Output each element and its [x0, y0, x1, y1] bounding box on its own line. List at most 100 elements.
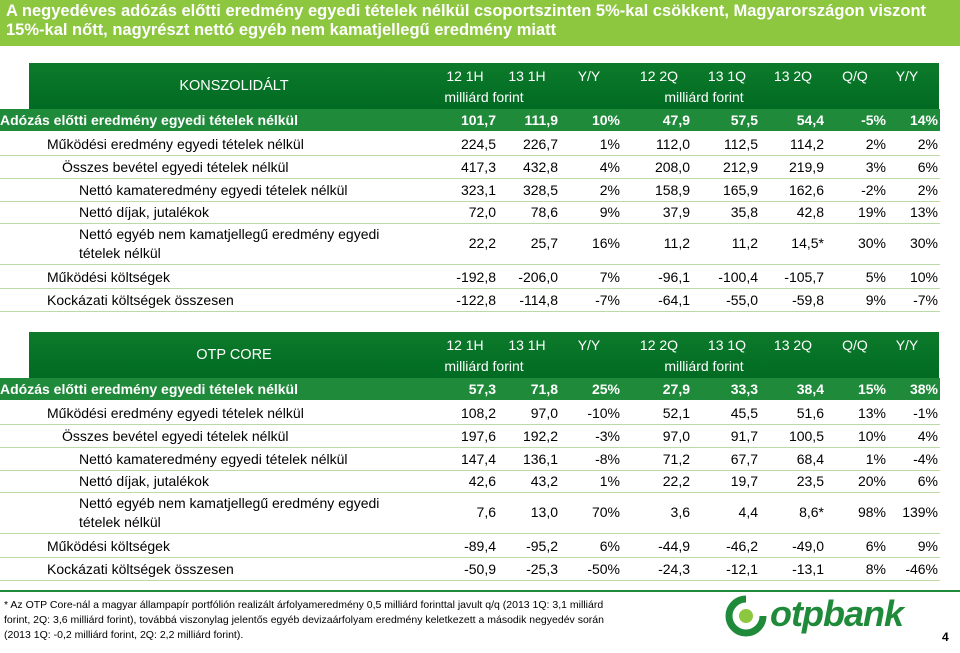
row-value: 47,9 — [662, 112, 690, 128]
row-value: 1% — [599, 136, 620, 152]
table-row: Nettó egyéb nem kamatjellegű eredmény eg… — [0, 493, 940, 533]
row-value: 71,8 — [530, 381, 558, 397]
row-divider — [0, 201, 940, 202]
row-value: 23,5 — [796, 473, 824, 489]
row-label: Kockázati költségek összesen — [47, 561, 234, 577]
row-value: 7% — [599, 269, 620, 285]
row-value: -192,8 — [456, 269, 496, 285]
row-divider — [0, 424, 940, 425]
row-value: 11,2 — [731, 235, 758, 251]
row-divider — [0, 492, 940, 493]
column-header: Y/Y — [895, 337, 919, 353]
row-value: 71,2 — [662, 451, 690, 467]
row-value: -95,2 — [526, 538, 558, 554]
table-row: Nettó díjak, jutalékok 42,6 43,2 1% 22,2 19,7… — [0, 470, 940, 492]
column-header: Y/Y — [895, 68, 919, 84]
row-value: 6% — [917, 159, 938, 175]
row-value: 13% — [909, 204, 938, 220]
column-header: 13 1H — [508, 337, 546, 353]
row-value: 52,1 — [662, 405, 690, 421]
row-value: -49,0 — [792, 538, 824, 554]
unit-label: milliárd forint — [664, 89, 744, 105]
table-row: Működési eredmény egyedi tételek nélkül 1… — [0, 402, 940, 424]
row-value: 4% — [917, 428, 938, 444]
logo-text: otpbank — [770, 593, 904, 634]
row-value: 9% — [865, 292, 886, 308]
row-value: 10% — [591, 112, 620, 128]
row-value: 8% — [865, 561, 886, 577]
row-value: 328,5 — [522, 182, 558, 198]
column-header: 13 1H — [508, 68, 546, 84]
row-value: 78,6 — [530, 204, 558, 220]
row-value: -10% — [587, 405, 620, 421]
row-label: Adózás előtti eredmény egyedi tételek né… — [0, 381, 298, 397]
row-value: -89,4 — [464, 538, 496, 554]
row-label: Nettó kamateredmény egyedi tételek nélkü… — [79, 451, 348, 467]
row-value: 208,0 — [654, 159, 690, 175]
row-value: 54,4 — [796, 112, 824, 128]
footer-divider — [0, 590, 960, 592]
row-value: -46% — [905, 561, 938, 577]
row-value: 30% — [857, 235, 886, 251]
row-value: -7% — [595, 292, 620, 308]
row-value: 27,9 — [662, 381, 690, 397]
row-value: 22,2 — [468, 235, 496, 251]
row-value: -105,7 — [784, 269, 824, 285]
row-value: 42,6 — [468, 473, 496, 489]
row-value: -59,8 — [792, 292, 824, 308]
row-value: 158,9 — [654, 182, 690, 198]
row-value: 57,3 — [468, 381, 496, 397]
row-label: Kockázati költségek összesen — [47, 292, 234, 308]
row-value: 101,7 — [460, 112, 496, 128]
row-value: 197,6 — [460, 428, 496, 444]
row-value: 14,5* — [791, 235, 824, 251]
column-header: Q/Q — [842, 337, 868, 353]
unit-label: milliárd forint — [444, 358, 524, 374]
row-value: 97,0 — [662, 428, 690, 444]
row-divider — [0, 155, 940, 156]
row-value: 38,4 — [796, 381, 824, 397]
row-value: 57,5 — [730, 112, 758, 128]
row-value: 10% — [857, 428, 886, 444]
column-header: 12 1H — [446, 68, 484, 84]
row-value: -206,0 — [518, 269, 558, 285]
row-value: -100,4 — [718, 269, 758, 285]
row-value: 100,5 — [788, 428, 824, 444]
row-divider — [0, 311, 940, 312]
column-header: 12 1H — [446, 337, 484, 353]
row-value: -12,1 — [726, 561, 758, 577]
row-value: 6% — [865, 538, 886, 554]
table-title: OTP CORE — [196, 347, 272, 363]
row-value: -122,8 — [456, 292, 496, 308]
unit-label: milliárd forint — [444, 89, 524, 105]
row-value: 147,4 — [460, 451, 496, 467]
row-value: 68,4 — [796, 451, 824, 467]
row-divider — [0, 580, 940, 581]
table-row: Adózás előtti eredmény egyedi tételek né… — [0, 109, 940, 131]
row-value: -13,1 — [792, 561, 824, 577]
row-value: 192,2 — [522, 428, 558, 444]
row-value: 212,9 — [722, 159, 758, 175]
row-value: 70% — [591, 504, 620, 520]
row-value: -50,9 — [464, 561, 496, 577]
row-value: 2% — [599, 182, 620, 198]
row-divider — [0, 264, 940, 265]
row-value: -1% — [913, 405, 938, 421]
table-row: Nettó kamateredmény egyedi tételek nélkü… — [0, 448, 940, 470]
row-label: Nettó egyéb nem kamatjellegű eredmény eg… — [79, 226, 380, 261]
footnote: * Az OTP Core-nál a magyar állampapír po… — [4, 599, 604, 641]
row-value: 43,2 — [530, 473, 558, 489]
row-value: 7,6 — [476, 504, 496, 520]
column-header: 13 2Q — [773, 337, 813, 353]
row-value: 224,5 — [460, 136, 496, 152]
table-row: Működési költségek -192,8 -206,0 7% -96,1 -10… — [0, 266, 940, 288]
row-value: 72,0 — [468, 204, 496, 220]
row-value: 10% — [909, 269, 938, 285]
row-value: 2% — [917, 182, 938, 198]
row-value: 219,9 — [788, 159, 824, 175]
row-value: 25% — [591, 381, 620, 397]
column-header: 12 2Q — [639, 337, 679, 353]
column-header: Q/Q — [842, 68, 868, 84]
table-row: Nettó díjak, jutalékok 72,0 78,6 9% 37,9 35,8… — [0, 201, 940, 223]
row-divider — [0, 447, 940, 448]
